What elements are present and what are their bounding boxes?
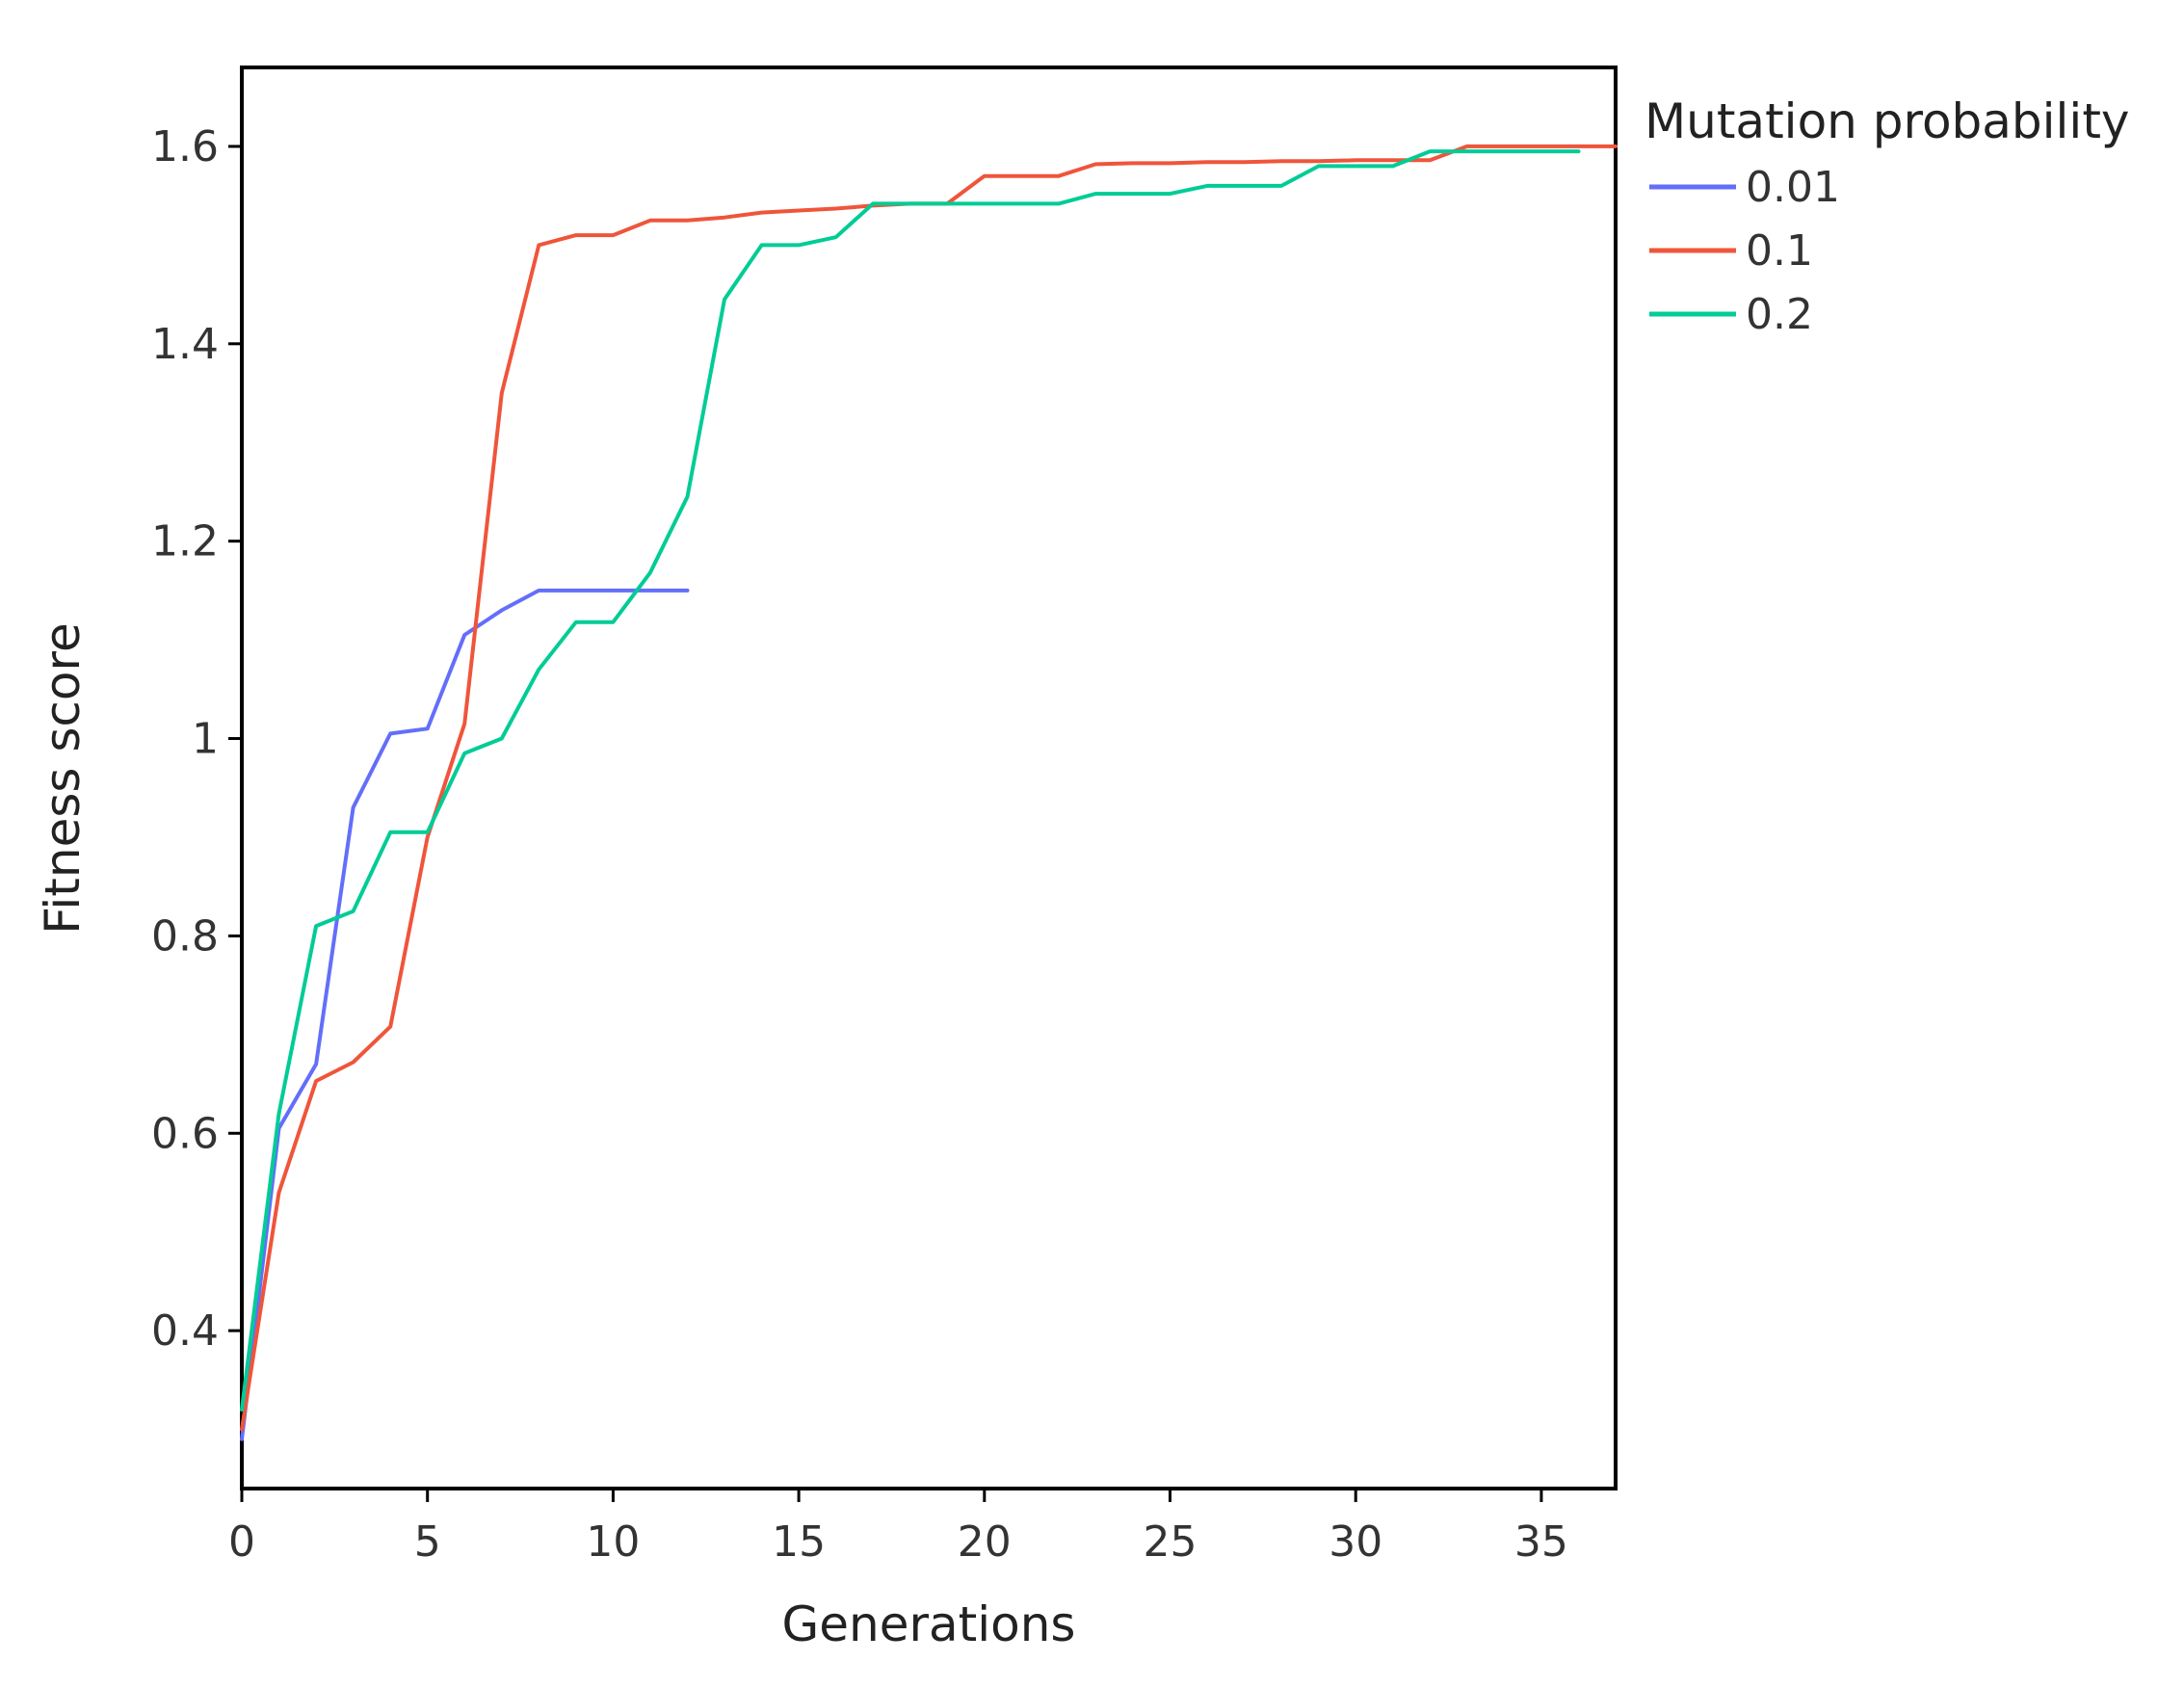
y-tick-label: 1.6	[151, 122, 219, 171]
y-tick-label: 1.2	[151, 517, 219, 567]
series-layer	[240, 144, 1618, 1441]
x-tick-label: 35	[1514, 1517, 1568, 1567]
legend-label-0-01: 0.01	[1746, 163, 1840, 212]
y-tick-label: 1	[192, 715, 219, 764]
legend-items: 0.01 0.1 0.2	[1649, 163, 1840, 339]
legend: Mutation probability 0.01 0.1 0.2	[1645, 93, 2130, 339]
legend-label-0-1: 0.1	[1746, 226, 1813, 276]
x-tick-label: 25	[1144, 1517, 1197, 1567]
x-axis-title: Generations	[782, 1596, 1076, 1652]
legend-title: Mutation probability	[1645, 93, 2130, 149]
y-tick-label: 0.8	[151, 911, 219, 961]
y-tick-label: 1.4	[151, 320, 219, 369]
plot-area-frame	[240, 66, 1618, 1490]
x-tick-label: 10	[586, 1517, 640, 1567]
x-tick-label: 5	[414, 1517, 441, 1567]
x-axis-ticks: 0 5 10 15 20 25 30 35	[228, 1489, 1568, 1567]
x-tick-label: 20	[958, 1517, 1012, 1567]
y-axis-ticks: 0.4 0.6 0.8 1 1.2 1.4 1.6	[151, 122, 242, 1356]
y-tick-label: 0.6	[151, 1109, 219, 1158]
x-tick-label: 30	[1329, 1517, 1382, 1567]
series-line-0-2	[240, 149, 1581, 1412]
series-line-0-01	[240, 588, 690, 1441]
x-tick-label: 15	[772, 1517, 826, 1567]
x-tick-label: 0	[228, 1517, 255, 1567]
legend-label-0-2: 0.2	[1746, 290, 1813, 339]
y-tick-label: 0.4	[151, 1306, 219, 1356]
y-axis-title: Fitness score	[35, 622, 91, 934]
